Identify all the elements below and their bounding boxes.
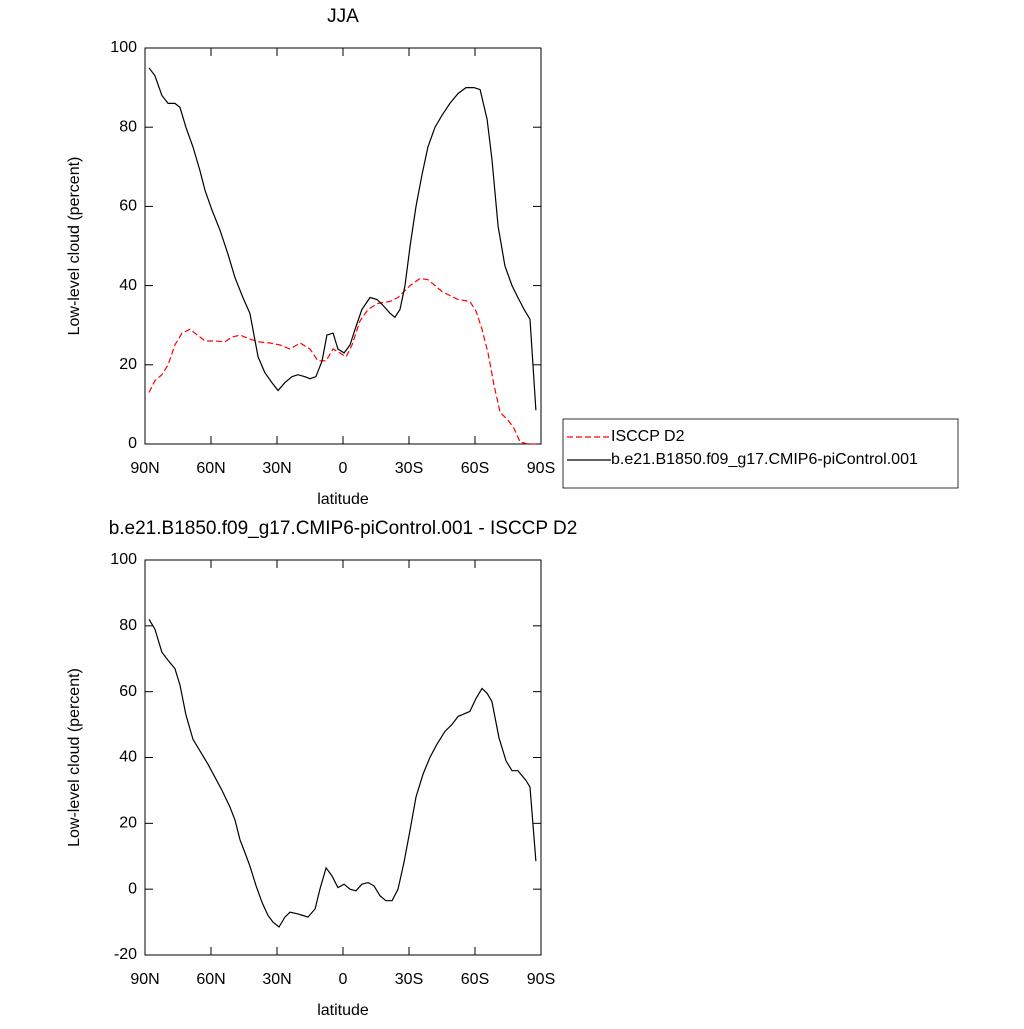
plot-frame (144, 47, 542, 445)
x-tick-label: 90N (130, 460, 159, 477)
x-tick-label: 60S (461, 971, 489, 988)
y-tick-label: 0 (128, 880, 137, 897)
y-axis-label: Low-level cloud (percent) (66, 668, 83, 847)
x-tick-label: 90S (527, 971, 555, 988)
y-tick-label: 40 (119, 749, 137, 766)
x-axis-label: latitude (317, 491, 369, 508)
y-tick-label: 100 (110, 39, 137, 56)
x-tick-label: 30S (395, 460, 423, 477)
x-tick-label: 30N (262, 971, 291, 988)
legend-box (562, 418, 959, 489)
x-tick-label: 90S (527, 460, 555, 477)
y-tick-label: 0 (128, 435, 137, 452)
x-tick-label: 0 (339, 460, 348, 477)
y-tick-label: 80 (119, 118, 137, 135)
x-tick-label: 60N (196, 971, 225, 988)
x-tick-label: 90N (130, 971, 159, 988)
data-line (148, 618, 537, 928)
y-axis-label: Low-level cloud (percent) (66, 157, 83, 336)
data-line (148, 67, 537, 411)
chart-title: b.e21.B1850.f09_g17.CMIP6-piControl.001 … (109, 518, 578, 539)
y-tick-label: 60 (119, 198, 137, 215)
legend-label: ISCCP D2 (611, 428, 685, 445)
y-tick-label: 60 (119, 683, 137, 700)
y-tick-label: 20 (119, 356, 137, 373)
legend-label: b.e21.B1850.f09_g17.CMIP6-piControl.001 (611, 451, 918, 468)
data-line (148, 277, 536, 445)
x-tick-label: 60S (461, 460, 489, 477)
y-tick-label: 100 (110, 551, 137, 568)
x-axis-label: latitude (317, 1002, 369, 1019)
x-tick-label: 30S (395, 971, 423, 988)
y-tick-label: 80 (119, 617, 137, 634)
y-tick-label: 20 (119, 815, 137, 832)
x-tick-label: 30N (262, 460, 291, 477)
y-tick-label: -20 (114, 946, 137, 963)
y-tick-label: 40 (119, 277, 137, 294)
x-tick-label: 60N (196, 460, 225, 477)
x-tick-label: 0 (339, 971, 348, 988)
chart-title: JJA (327, 6, 359, 27)
